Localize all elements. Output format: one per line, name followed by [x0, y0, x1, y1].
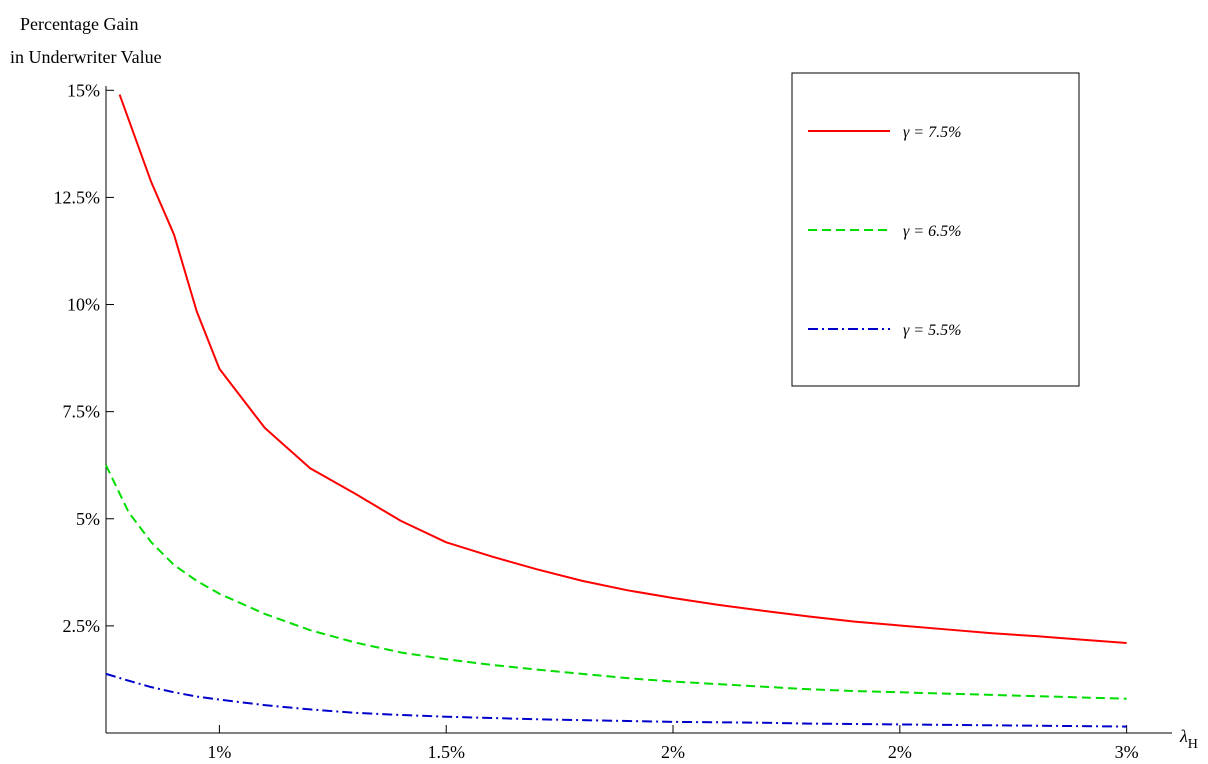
series-layer	[105, 94, 1127, 728]
y-tick-label: 12.5%	[54, 187, 101, 207]
y-tick-label: 5%	[76, 509, 100, 529]
x-axis-ticks: 1% 1.5% 2% 2% 3%	[207, 725, 1139, 762]
y-axis-title-line-2: in Underwriter Value	[10, 47, 162, 67]
x-tick-label: 3%	[1115, 742, 1139, 762]
series-line-2	[105, 464, 1127, 700]
x-tick-label: 1%	[207, 742, 231, 762]
x-tick-label: 1.5%	[427, 742, 465, 762]
series-line-1	[118, 94, 1127, 645]
legend-label-2: γ = 6.5%	[903, 223, 961, 240]
y-axis-ticks: 2.5% 5% 7.5% 10% 12.5% 15%	[54, 80, 114, 636]
x-axis-title-subscript: H	[1188, 737, 1198, 752]
x-tick-label: 2%	[888, 742, 912, 762]
y-axis-title: Percentage Gain in Underwriter Value	[10, 14, 162, 67]
series-line-3	[105, 672, 1127, 728]
x-axis-title: λH	[1179, 726, 1198, 752]
legend-label-1: γ = 7.5%	[903, 124, 961, 141]
y-axis-title-line-1: Percentage Gain	[20, 14, 138, 34]
y-tick-label: 7.5%	[63, 402, 101, 422]
y-tick-label: 10%	[67, 295, 100, 315]
y-tick-label: 2.5%	[63, 616, 101, 636]
legend: γ = 7.5% γ = 6.5% γ = 5.5%	[791, 72, 1080, 387]
x-tick-label: 2%	[661, 742, 685, 762]
x-axis-title-symbol: λ	[1179, 726, 1188, 746]
legend-label-3: γ = 5.5%	[903, 322, 961, 339]
y-tick-label: 15%	[67, 80, 100, 100]
